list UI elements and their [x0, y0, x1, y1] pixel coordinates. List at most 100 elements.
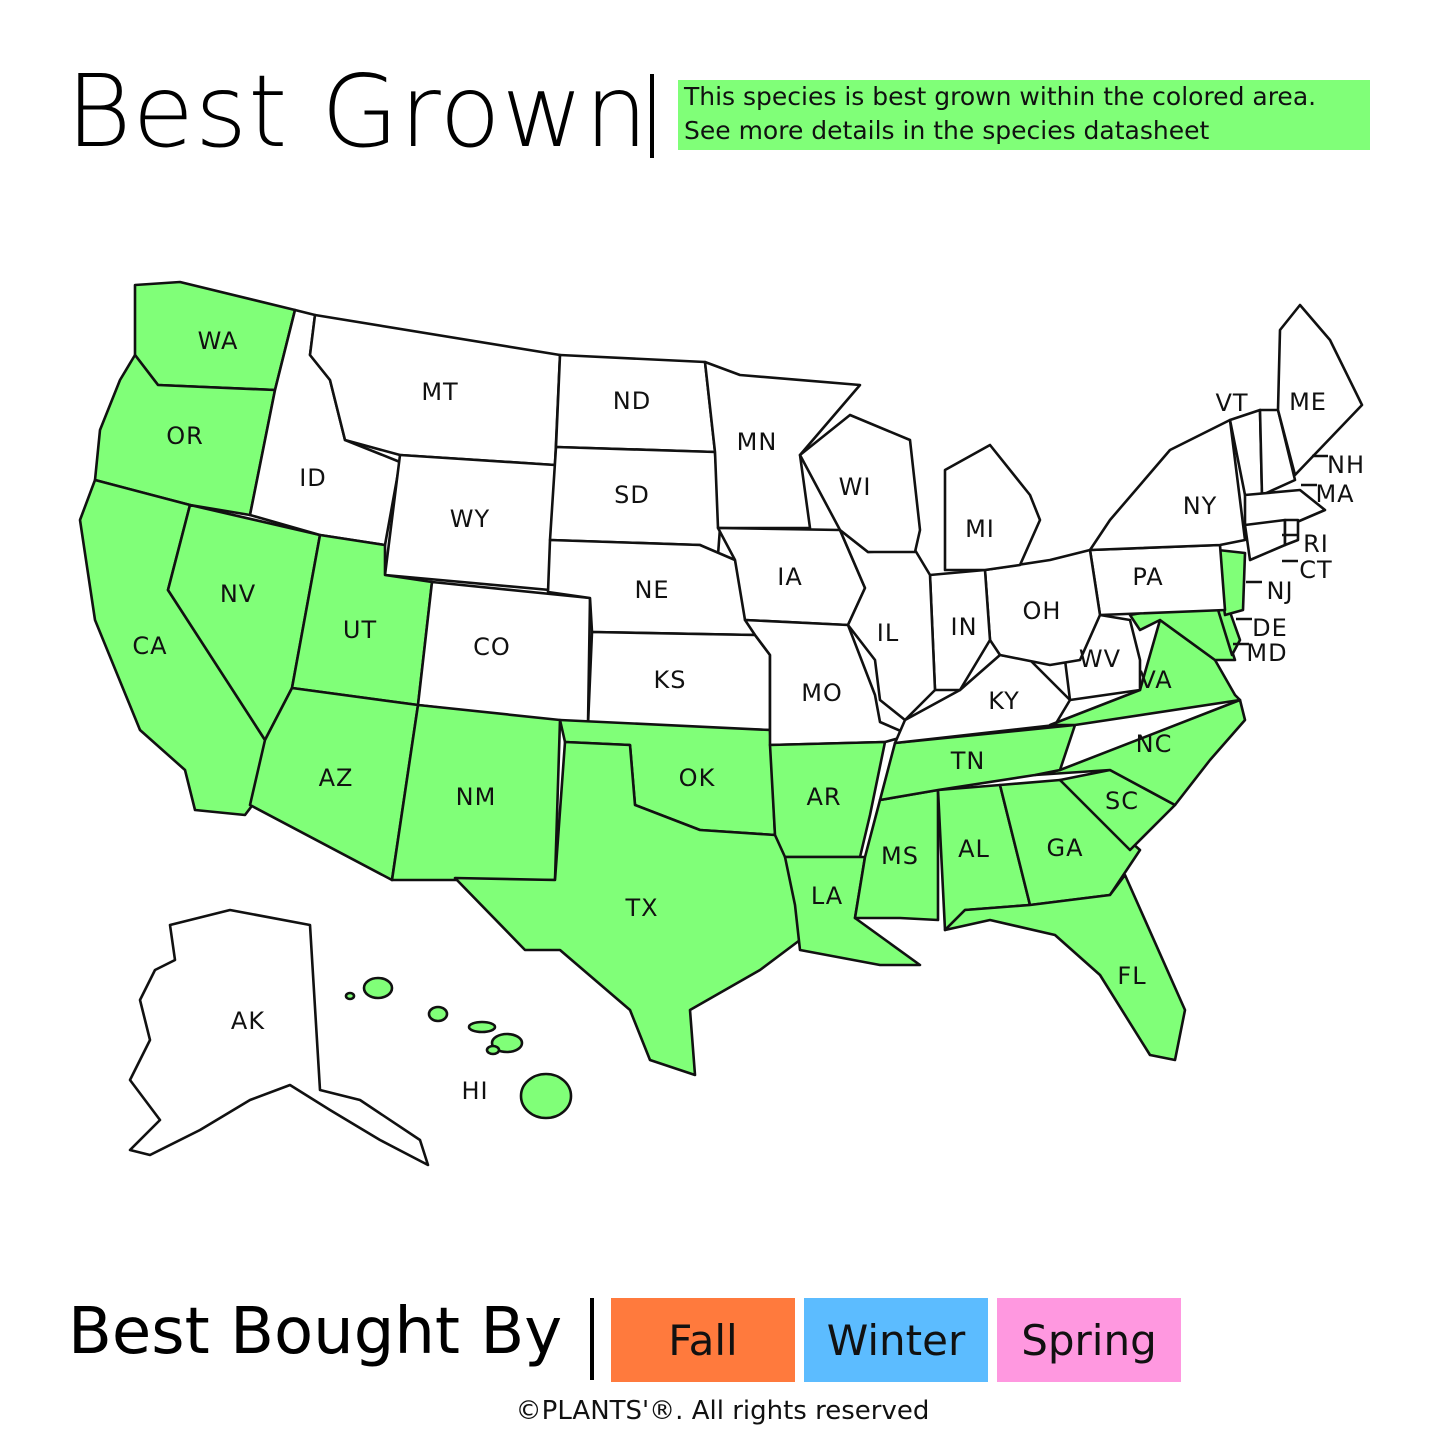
state-label: IA: [777, 563, 803, 591]
state-label: NV: [220, 580, 256, 608]
state-oh: [983, 548, 1102, 667]
season-fall: Fall: [611, 1298, 795, 1382]
state-label: OH: [1023, 597, 1062, 625]
state-label: DE: [1252, 614, 1288, 642]
state-label: AK: [231, 1007, 265, 1035]
state-ri: [1283, 518, 1300, 547]
state-label: IL: [877, 619, 899, 647]
state-va: [1048, 618, 1242, 727]
state-label: SC: [1105, 787, 1139, 815]
state-ma: [1243, 488, 1327, 527]
state-fl: [943, 873, 1187, 1062]
state-label: TN: [950, 747, 986, 775]
state-label: AR: [806, 783, 841, 811]
state-label: MN: [737, 428, 778, 456]
state-label: NJ: [1266, 577, 1293, 605]
info-note: This species is best grown within the co…: [678, 80, 1370, 150]
state-tx: [453, 740, 802, 1077]
state-shape: [1243, 488, 1327, 527]
state-shape: [248, 686, 420, 882]
state-label: KY: [988, 687, 1020, 715]
state-ak: [128, 908, 430, 1167]
state-label: MT: [421, 378, 458, 406]
state-shape: [703, 360, 862, 530]
state-shape: [943, 443, 1042, 572]
state-il: [838, 528, 937, 722]
state-shape: [1258, 408, 1297, 497]
state-label: SD: [614, 481, 650, 509]
state-shape: [1088, 418, 1247, 552]
state-ky: [893, 653, 1072, 745]
state-label: MO: [801, 679, 843, 707]
state-label: NH: [1327, 451, 1365, 479]
hawaii-island: [362, 976, 394, 1000]
hawaii-island: [467, 1020, 497, 1034]
hawaii-island: [344, 991, 356, 1001]
state-label: WA: [198, 327, 239, 355]
state-shape: [998, 778, 1142, 907]
state-label: PA: [1132, 563, 1163, 591]
state-label: AL: [958, 835, 990, 863]
state-shape: [798, 413, 922, 554]
state-ct: [1243, 518, 1287, 562]
state-label: WI: [839, 473, 872, 501]
state-label: ID: [299, 464, 327, 492]
state-label: FL: [1117, 962, 1146, 990]
page-title: Best Grown: [66, 53, 649, 170]
state-label: IN: [950, 613, 977, 641]
state-shape: [1033, 698, 1247, 807]
state-label: HI: [461, 1077, 488, 1105]
state-hi: [344, 976, 573, 1120]
state-label: ND: [613, 387, 651, 415]
state-mi: [943, 443, 1042, 572]
subtitle-divider: [590, 1298, 594, 1380]
state-nc: [1033, 698, 1247, 807]
state-label: GA: [1046, 834, 1083, 862]
state-label: MD: [1246, 639, 1287, 667]
state-shape: [1283, 518, 1300, 547]
state-shape: [128, 908, 430, 1167]
state-label: NC: [1136, 730, 1173, 758]
state-label: ME: [1289, 388, 1327, 416]
state-shape: [1048, 618, 1242, 727]
state-mn: [703, 360, 862, 530]
state-label: WY: [450, 505, 490, 533]
state-ga: [998, 778, 1142, 907]
state-label: TX: [624, 894, 658, 922]
state-nh: [1258, 408, 1297, 497]
state-wi: [798, 413, 922, 554]
best-bought-title: Best Bought By: [68, 1295, 563, 1369]
state-label: OK: [679, 764, 716, 792]
state-az: [248, 686, 420, 882]
season-winter: Winter: [804, 1298, 988, 1382]
state-label: UT: [343, 616, 377, 644]
state-label: NY: [1183, 492, 1218, 520]
state-shape: [838, 528, 937, 722]
state-label: CO: [473, 633, 511, 661]
state-label: WV: [1079, 645, 1121, 673]
info-note-line: See more details in the species datashee…: [684, 116, 1210, 145]
state-label: MA: [1315, 480, 1354, 508]
state-label: CT: [1299, 556, 1332, 584]
state-label: CA: [132, 632, 167, 660]
state-shape: [453, 740, 802, 1077]
state-label: MS: [881, 842, 919, 870]
state-label: AZ: [319, 764, 354, 792]
state-shape: [1243, 518, 1287, 562]
title-divider: [650, 74, 654, 158]
hawaii-island: [485, 1044, 501, 1056]
state-label: OR: [166, 422, 204, 450]
info-note-line: This species is best grown within the co…: [684, 82, 1317, 111]
state-label: VA: [1139, 666, 1172, 694]
hawaii-island: [427, 1005, 449, 1023]
state-label: KS: [654, 666, 687, 694]
state-me: [1276, 303, 1364, 477]
season-spring: Spring: [997, 1298, 1181, 1382]
state-shape: [1276, 303, 1364, 477]
state-shape: [943, 873, 1187, 1062]
hawaii-island: [490, 1032, 524, 1054]
state-label: LA: [811, 882, 843, 910]
state-shape: [983, 548, 1102, 667]
